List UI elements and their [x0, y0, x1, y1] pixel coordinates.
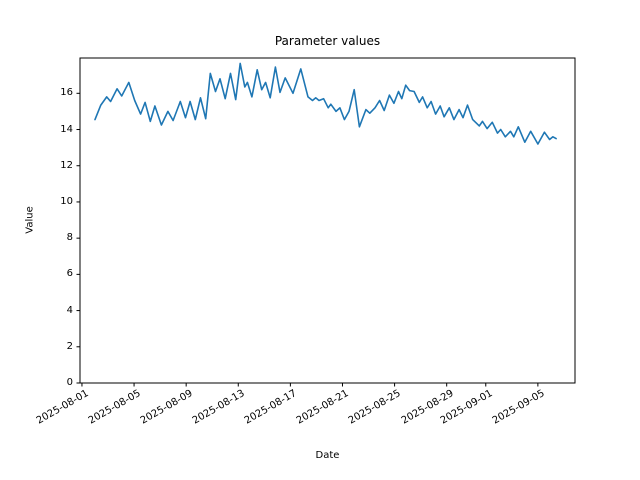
plot-frame: [79, 57, 576, 384]
y-tick-label: 4: [66, 304, 73, 316]
y-tick-label: 0: [66, 377, 73, 388]
y-tick-label: 8: [66, 232, 73, 244]
y-tick-label: 10: [60, 195, 73, 207]
y-tick-label: 2: [66, 340, 73, 352]
series-line: [94, 62, 557, 145]
x-axis-label: Date: [315, 450, 340, 461]
y-tick-label: 6: [66, 268, 73, 280]
chart-title: Parameter values: [274, 34, 381, 48]
y-tick-label: 12: [60, 159, 73, 171]
y-tick-label: 14: [60, 123, 73, 135]
y-axis-label: Value: [24, 206, 36, 234]
y-tick-label: 16: [60, 87, 73, 99]
axis-ticks: [76, 92, 539, 387]
